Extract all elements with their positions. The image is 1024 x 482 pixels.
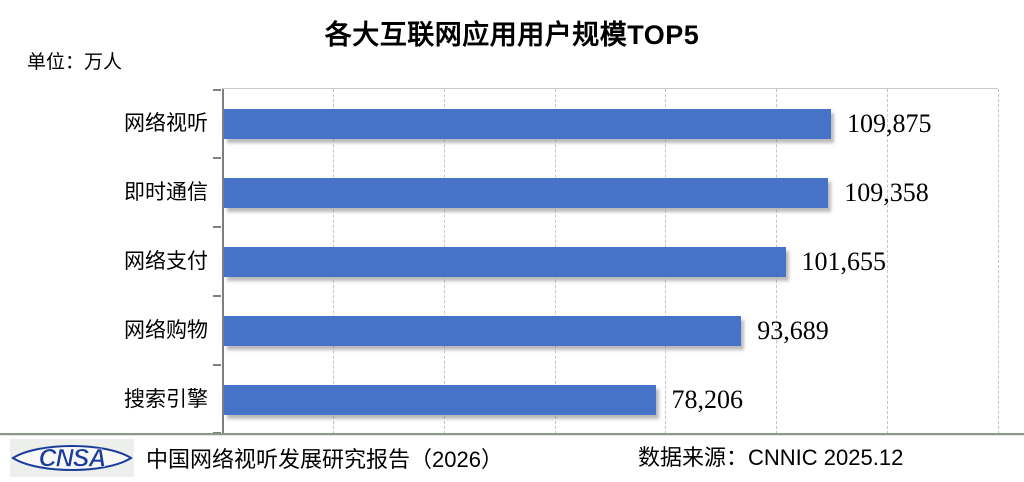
gridline bbox=[887, 89, 889, 434]
bar bbox=[224, 384, 656, 415]
cnsa-logo: CNSA bbox=[10, 439, 134, 477]
bar-value-label: 78,206 bbox=[671, 384, 744, 414]
bar-value-label: 109,358 bbox=[844, 177, 929, 207]
axis-tick bbox=[213, 295, 221, 297]
cnsa-logo-text: CNSA bbox=[39, 445, 106, 473]
footer-divider bbox=[0, 433, 1024, 436]
data-source-text: 数据来源：CNNIC 2025.12 bbox=[638, 445, 904, 470]
bar-category-label: 搜索引擎 bbox=[124, 386, 208, 411]
bar-category-label: 网络购物 bbox=[124, 317, 208, 342]
y-axis bbox=[222, 89, 224, 434]
chart-title: 各大互联网应用用户规模TOP5 bbox=[324, 20, 700, 50]
gridline bbox=[998, 89, 999, 434]
bar-category-label: 即时通信 bbox=[124, 179, 208, 204]
plot-area: 109,875 109,358 101,655 93,689 78,206 bbox=[213, 88, 999, 434]
bar bbox=[224, 108, 831, 139]
unit-label: 单位：万人 bbox=[27, 52, 123, 73]
axis-tick bbox=[213, 157, 221, 159]
bar bbox=[224, 177, 829, 208]
bar-category-label: 网络视听 bbox=[124, 110, 208, 135]
bar bbox=[224, 315, 742, 346]
bar bbox=[224, 246, 786, 277]
bar-value-label: 101,655 bbox=[801, 246, 887, 276]
bar-value-label: 93,689 bbox=[757, 315, 829, 345]
report-source-text: 中国网络视听发展研究报告（2026） bbox=[146, 447, 503, 472]
footer-left: CNSA 中国网络视听发展研究报告（2026） bbox=[10, 439, 503, 477]
bar-category-label: 网络支付 bbox=[124, 248, 208, 273]
axis-tick bbox=[213, 89, 221, 91]
bar-value-label: 109,875 bbox=[847, 108, 932, 138]
axis-tick bbox=[213, 364, 221, 366]
axis-tick bbox=[213, 226, 221, 228]
